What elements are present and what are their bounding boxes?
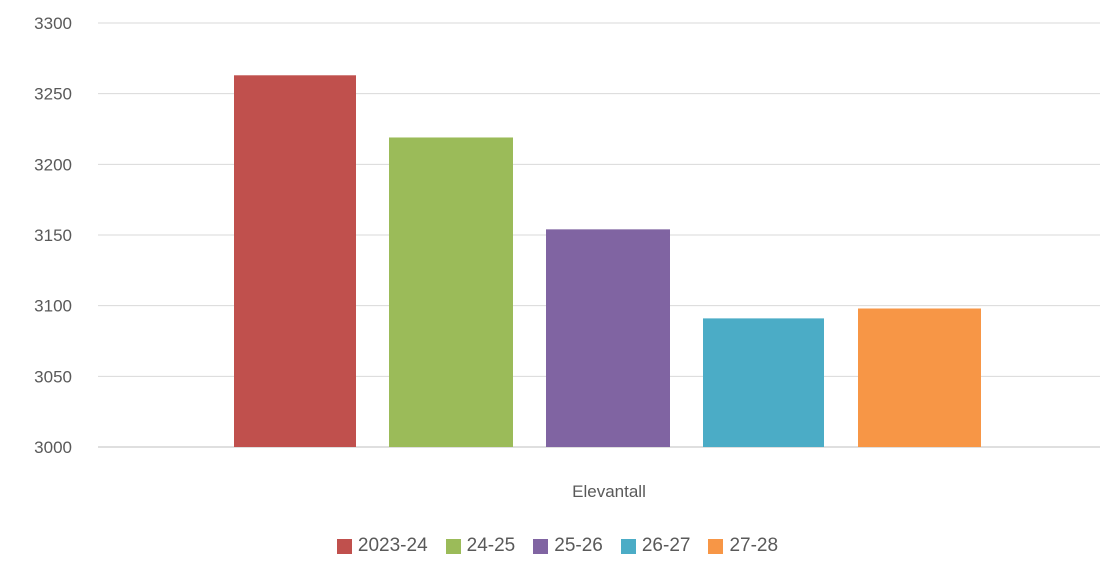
y-tick-label: 3200 [34, 155, 72, 174]
legend-label: 2023-24 [357, 535, 428, 556]
legend-label: 27-28 [729, 535, 779, 556]
legend-item: 26-27 [620, 535, 691, 557]
category-label: Elevantall [572, 482, 646, 501]
y-tick-label: 3300 [34, 14, 72, 33]
legend-item: 24-25 [445, 535, 516, 557]
y-tick-label: 3050 [34, 367, 72, 386]
y-tick-label: 3150 [34, 226, 72, 245]
bar-26-27 [703, 318, 824, 447]
bars [234, 75, 981, 448]
bar-24-25 [389, 137, 513, 448]
y-tick-label: 3000 [34, 438, 72, 457]
legend: 2023-24 24-25 25-26 26-27 27-28 [0, 535, 1115, 557]
bar-27-28 [858, 308, 981, 447]
legend-swatch [708, 538, 724, 554]
legend-swatch [445, 538, 461, 554]
y-tick-label: 3100 [34, 297, 72, 316]
legend-item: 27-28 [708, 535, 778, 557]
legend-swatch [336, 538, 352, 554]
legend-label: 25-26 [554, 535, 603, 556]
legend-label: 24-25 [466, 535, 516, 556]
legend-item: 25-26 [533, 535, 603, 557]
legend-swatch [533, 538, 549, 554]
y-tick-label: 3250 [34, 85, 72, 104]
bar-25-26 [546, 229, 670, 447]
bar-2023-24 [234, 75, 356, 447]
legend-label: 26-27 [641, 535, 691, 556]
legend-item: 2023-24 [336, 535, 428, 557]
y-axis-ticks: 3000 3050 3100 3150 3200 3250 3300 [34, 14, 72, 457]
legend-swatch [620, 538, 636, 554]
